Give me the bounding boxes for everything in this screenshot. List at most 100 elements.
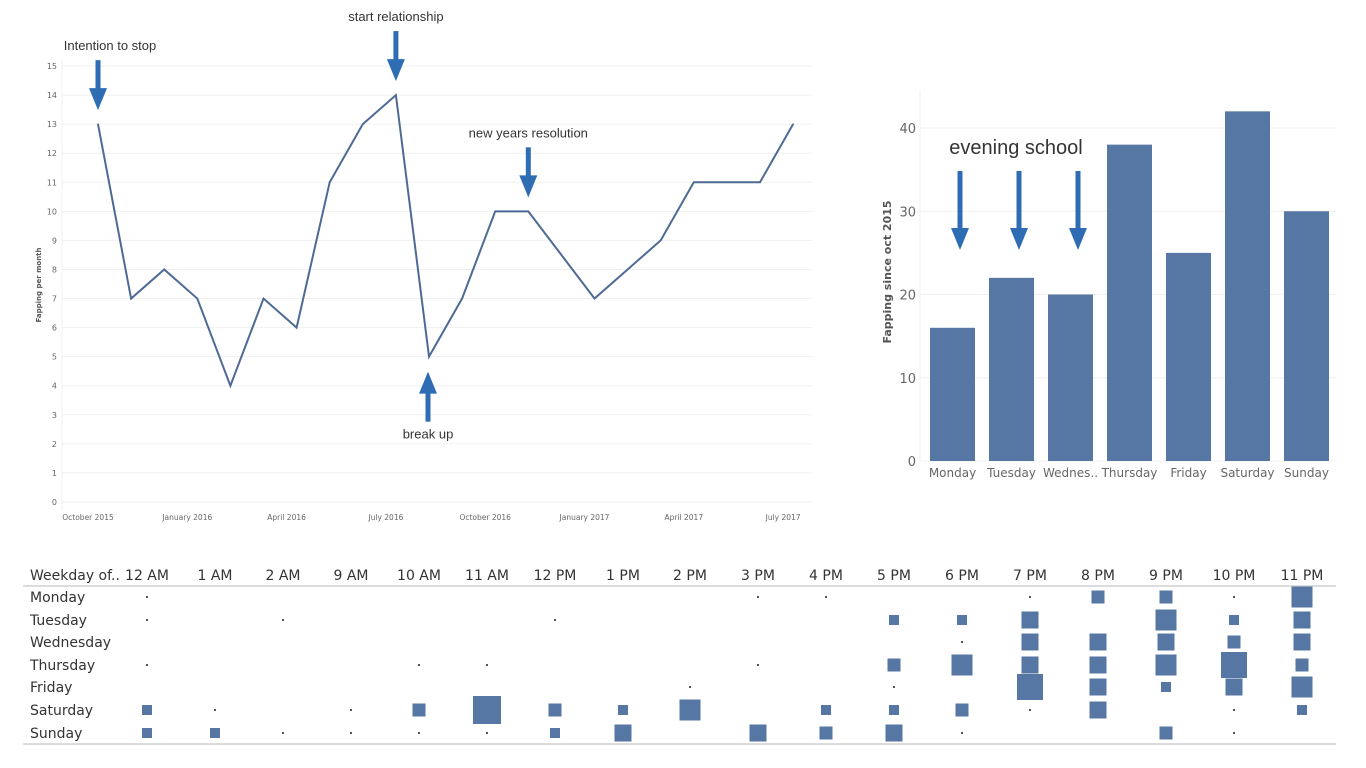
weekday-row-labels: Monday Tuesday Wednesday Thursday Friday Satu… bbox=[29, 590, 111, 742]
mark-tuesday-9pm bbox=[1155, 609, 1177, 631]
mark-wednesday-8pm bbox=[1089, 633, 1107, 651]
line-point bbox=[461, 297, 463, 300]
column-header: 9 AM bbox=[333, 568, 368, 584]
mark-thursday-10am bbox=[418, 664, 420, 666]
row-label: Saturday bbox=[30, 703, 93, 719]
mark-tuesday-6pm bbox=[957, 615, 967, 625]
arrow-down-icon bbox=[386, 59, 405, 82]
mark-sunday-5pm bbox=[885, 724, 903, 742]
mark-monday-9pm bbox=[1159, 590, 1173, 604]
line-point bbox=[130, 297, 132, 300]
mark-thursday-11am bbox=[486, 664, 488, 666]
bar-chart-y-axis: 0 10 20 30 40 bbox=[899, 122, 916, 470]
line-point bbox=[97, 123, 99, 125]
arrow-up-icon-shaft bbox=[425, 391, 431, 422]
row-label: Sunday bbox=[30, 726, 82, 742]
mark-friday-9pm bbox=[1161, 682, 1171, 692]
arrow-down-icon-shaft bbox=[525, 147, 531, 178]
bar-chart-annotations: evening school bbox=[949, 137, 1087, 250]
arrow-down-icon bbox=[951, 228, 969, 250]
column-header: 12 AM bbox=[125, 568, 169, 584]
mark-friday-2pm bbox=[689, 686, 691, 688]
mark-tuesday-2am bbox=[282, 619, 284, 621]
column-header: 10 PM bbox=[1213, 568, 1256, 584]
row-label: Tuesday bbox=[29, 613, 87, 629]
mark-sunday-11am bbox=[486, 732, 488, 734]
mark-wednesday-7pm bbox=[1021, 633, 1039, 651]
bar-chart-y-axis-title: Fapping since oct 2015 bbox=[881, 200, 894, 343]
annotation-label: Intention to stop bbox=[64, 38, 157, 53]
x-tick-label: January 2016 bbox=[161, 513, 212, 522]
column-header: 1 PM bbox=[606, 568, 640, 584]
y-tick-label: 6 bbox=[52, 324, 57, 333]
arrow-down-icon bbox=[1069, 228, 1087, 250]
bar-sunday bbox=[1284, 211, 1329, 461]
mark-sunday-12am bbox=[142, 728, 152, 738]
x-tick-label: January 2017 bbox=[559, 513, 610, 522]
mark-thursday-5pm bbox=[887, 658, 901, 672]
arrow-down-icon-shaft bbox=[393, 31, 399, 62]
y-tick-label: 0 bbox=[908, 455, 916, 470]
line-point bbox=[262, 297, 265, 300]
mark-wednesday-10pm bbox=[1227, 635, 1241, 649]
y-tick-label: 2 bbox=[52, 440, 57, 449]
bar-wednes bbox=[1048, 294, 1093, 461]
mark-thursday-10pm bbox=[1221, 652, 1247, 678]
column-header: 6 PM bbox=[945, 568, 979, 584]
mark-saturday-1pm bbox=[618, 705, 628, 715]
y-tick-label: 4 bbox=[52, 382, 57, 391]
x-tick-label: April 2016 bbox=[267, 513, 306, 522]
line-chart-gridlines bbox=[61, 60, 812, 510]
mark-tuesday-11pm bbox=[1293, 611, 1311, 629]
bar-monday bbox=[930, 327, 975, 461]
mark-thursday-3pm bbox=[757, 664, 759, 666]
line-point bbox=[428, 355, 430, 358]
mark-monday-10pm bbox=[1233, 596, 1235, 598]
x-tick-label: July 2017 bbox=[765, 513, 801, 522]
line-point bbox=[693, 181, 695, 184]
bar-saturday bbox=[1225, 111, 1270, 461]
annotation-label: new years resolution bbox=[469, 125, 588, 140]
x-tick-label: July 2016 bbox=[367, 513, 403, 522]
arrow-up-icon bbox=[419, 371, 437, 394]
bar-chart-bars bbox=[930, 111, 1329, 461]
mark-saturday-10pm bbox=[1233, 709, 1235, 711]
mark-saturday-5pm bbox=[889, 705, 899, 715]
column-header: 1 AM bbox=[197, 568, 232, 584]
mark-tuesday-12am bbox=[146, 619, 148, 621]
line-chart-points bbox=[97, 94, 794, 387]
column-header: 11 PM bbox=[1281, 568, 1324, 584]
annotation-intention-to-stop: Intention to stop bbox=[64, 38, 157, 111]
mark-wednesday-9pm bbox=[1157, 633, 1175, 651]
line-point bbox=[395, 94, 397, 96]
mark-tuesday-12pm bbox=[554, 619, 556, 621]
line-point bbox=[593, 297, 596, 300]
mark-sunday-4pm bbox=[819, 726, 833, 740]
mark-saturday-9am bbox=[350, 709, 352, 711]
mark-sunday-1am bbox=[210, 728, 220, 738]
column-header: 2 AM bbox=[265, 568, 300, 584]
mark-saturday-8pm bbox=[1089, 701, 1107, 719]
mark-thursday-9pm bbox=[1155, 654, 1177, 676]
y-tick-label: 7 bbox=[52, 295, 57, 304]
x-tick-label: Wednes.. bbox=[1043, 466, 1098, 480]
y-tick-label: 8 bbox=[52, 265, 57, 274]
y-tick-label: 14 bbox=[47, 91, 57, 100]
mark-wednesday-6pm bbox=[961, 641, 963, 643]
mark-sunday-1pm bbox=[614, 724, 632, 742]
line-point bbox=[328, 181, 331, 184]
column-header: 5 PM bbox=[877, 568, 911, 584]
mark-monday-3pm bbox=[757, 596, 759, 598]
y-tick-label: 40 bbox=[899, 122, 916, 137]
x-tick-label: Sunday bbox=[1284, 466, 1329, 480]
x-tick-label: Thursday bbox=[1101, 466, 1158, 480]
y-tick-label: 12 bbox=[47, 149, 57, 158]
mark-thursday-7pm bbox=[1021, 656, 1039, 674]
line-chart-annotations: Intention to stop start relationship break… bbox=[64, 9, 588, 442]
y-tick-label: 10 bbox=[899, 372, 916, 387]
mark-friday-5pm bbox=[893, 686, 895, 688]
annotation-break-up: break up bbox=[403, 371, 453, 442]
column-header: 12 PM bbox=[534, 568, 577, 584]
line-point bbox=[229, 384, 232, 387]
